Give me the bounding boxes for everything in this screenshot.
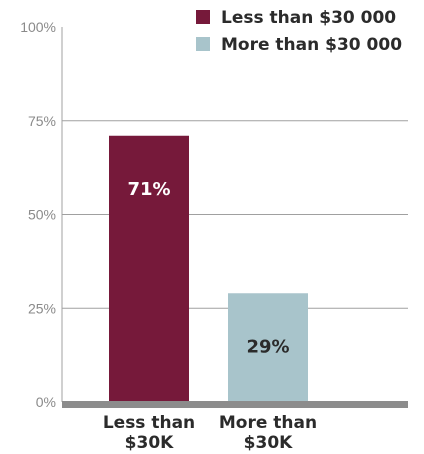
legend-label: More than $30 000 bbox=[221, 35, 402, 55]
bars bbox=[109, 135, 308, 402]
data-label: 29% bbox=[246, 336, 289, 357]
legend-label: Less than $30 000 bbox=[221, 8, 396, 28]
legend: Less than $30 000 More than $30 000 bbox=[196, 8, 402, 55]
x-tick-label: $30K bbox=[125, 433, 174, 453]
y-tick-label: 50% bbox=[28, 207, 56, 223]
x-tick-label: More than bbox=[219, 413, 317, 433]
data-labels: 71% 29% bbox=[127, 179, 289, 358]
bar bbox=[109, 135, 189, 402]
y-axis-ticks: 0% 25% 50% 75% 100% bbox=[20, 19, 56, 410]
y-tick-label: 75% bbox=[28, 113, 56, 129]
y-tick-label: 25% bbox=[28, 300, 56, 316]
y-tick-label: 0% bbox=[36, 394, 56, 410]
x-tick-label: $30K bbox=[244, 433, 293, 453]
x-tick-label: Less than bbox=[103, 413, 195, 433]
data-label: 71% bbox=[127, 179, 170, 200]
y-tick-label: 100% bbox=[20, 19, 56, 35]
legend-swatch bbox=[196, 10, 210, 24]
legend-swatch bbox=[196, 37, 210, 51]
x-axis-baseline bbox=[62, 401, 408, 408]
bar bbox=[228, 293, 308, 402]
